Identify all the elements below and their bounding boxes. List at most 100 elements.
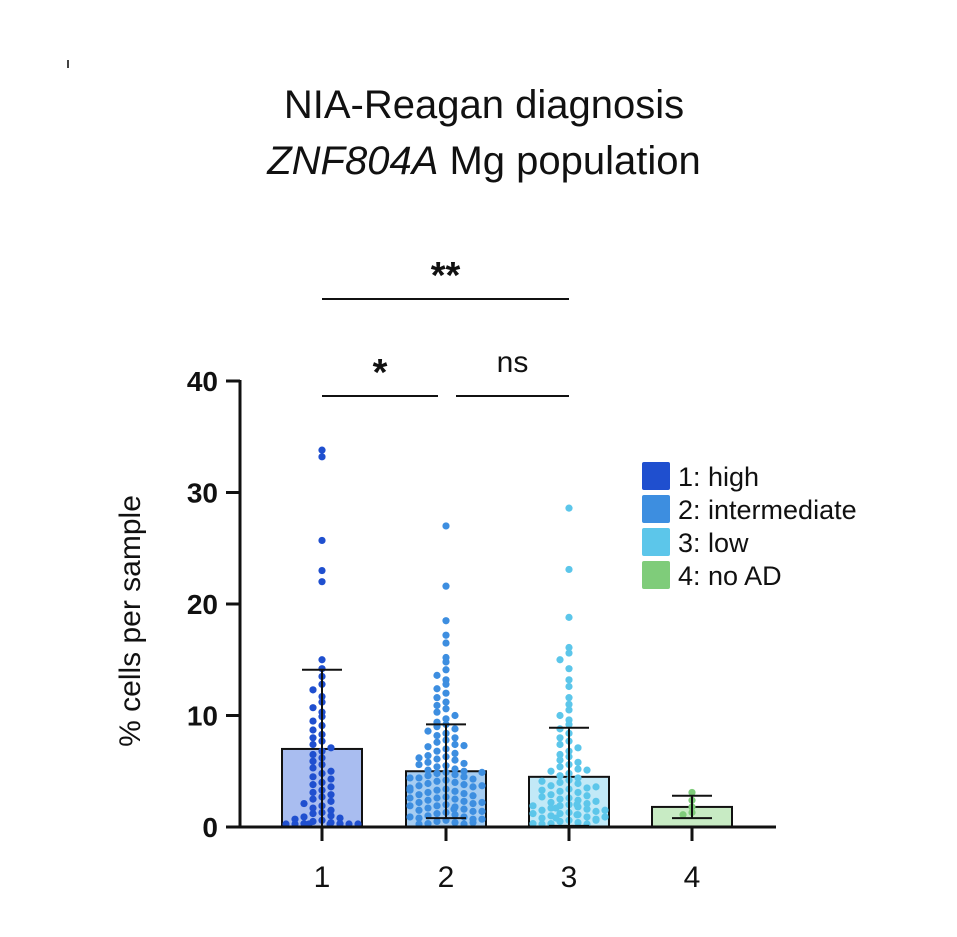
data-point [460,789,468,798]
data-point [556,795,564,803]
significance-label: ns [497,346,529,379]
data-point [583,799,591,808]
data-point [451,740,459,749]
data-point [424,796,432,804]
data-point [406,813,414,821]
data-point [451,811,459,819]
data-point [415,754,423,762]
data-point [415,798,423,807]
data-point [478,807,486,815]
data-point [433,701,441,710]
data-point [442,658,450,666]
data-point [309,795,317,803]
legend-label: 1: high [678,462,759,492]
data-point [547,782,555,790]
data-point [556,778,564,787]
data-point [309,726,317,734]
data-point [556,734,564,742]
data-point [433,755,441,763]
data-point [565,706,573,714]
errorbars-layer [302,668,712,827]
legend-label: 3: low [678,528,749,558]
data-point [451,734,459,742]
data-point [574,779,582,788]
data-point [565,643,573,652]
data-point [327,744,335,752]
data-point [406,774,414,782]
data-point [679,811,687,819]
data-point [318,656,326,664]
points-layer [282,446,696,828]
data-point [318,446,326,454]
data-point [415,760,423,769]
data-point [442,522,450,530]
data-point [460,742,468,750]
data-point [592,807,600,815]
data-point [415,806,423,814]
data-point [415,782,423,790]
data-point [442,666,450,674]
data-point [478,782,486,790]
data-point [327,783,335,791]
data-point [469,775,477,783]
data-point [309,704,317,712]
data-point [442,705,450,713]
data-point [574,758,582,766]
axes-layer: 0 10 20 30 40 1 2 3 4 [187,366,776,894]
data-point [442,639,450,647]
data-point [451,778,459,787]
data-point [460,805,468,813]
data-point [565,613,573,621]
data-point [583,805,591,813]
data-point [424,804,432,812]
data-point [318,566,326,575]
data-point [433,731,441,740]
data-point [460,813,468,821]
y-tick-label: 0 [202,812,218,843]
significance-layer: *** ns [322,255,569,397]
data-point [478,798,486,807]
data-point [442,715,450,723]
legend-swatch-4 [642,561,670,589]
data-point [538,777,546,785]
data-point [309,773,317,781]
data-point [433,794,441,802]
data-point [442,617,450,625]
data-point [442,698,450,706]
data-point [433,694,441,702]
data-point [556,656,564,664]
data-point [451,756,459,764]
data-point [478,815,486,823]
data-point [424,752,432,760]
y-tick-label: 10 [187,701,218,732]
data-point [433,777,441,785]
data-point [547,767,555,775]
data-point [424,779,432,788]
data-point [573,801,581,809]
data-point [327,775,335,783]
data-point [547,791,555,799]
data-point [460,773,468,781]
data-point [327,791,335,799]
data-point [327,806,335,814]
data-point [547,798,555,807]
data-point [469,792,477,800]
data-point [538,814,546,822]
data-point [583,792,591,800]
data-point [556,740,564,749]
data-point [433,747,441,755]
data-point [565,649,573,657]
data-point [406,794,414,802]
data-point [424,743,432,751]
data-point [574,765,582,773]
significance-label: * [373,352,388,394]
y-tick-label: 30 [187,478,218,509]
data-point [327,767,335,775]
data-point [574,744,582,752]
data-point [424,766,432,774]
data-point [547,804,555,812]
data-point [327,812,335,820]
x-tick-label: 2 [438,861,455,894]
legend-label: 2: intermediate [678,495,857,525]
chart-title-line1: NIA-Reagan diagnosis [284,83,684,127]
